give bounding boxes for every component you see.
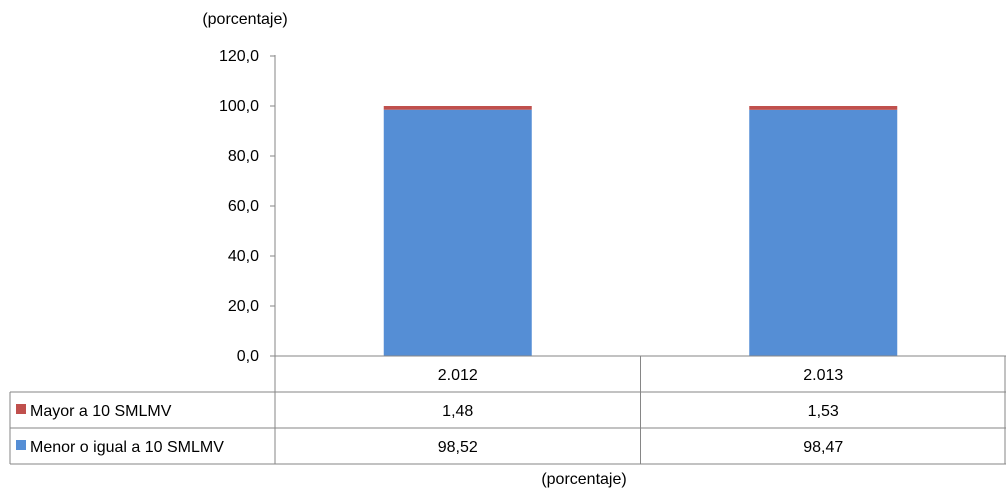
legend-swatch	[16, 440, 26, 450]
data-label: 1,53	[808, 403, 839, 420]
bar-menor-1	[749, 109, 898, 356]
y-tick-label: 60,0	[228, 198, 259, 215]
x-tick-label: 2.012	[438, 367, 478, 384]
y-tick-label: 0,0	[237, 348, 259, 365]
y-tick-label: 100,0	[219, 98, 259, 115]
y-tick-label: 80,0	[228, 148, 259, 165]
legend-swatch	[16, 404, 26, 414]
data-label: 98,52	[438, 439, 478, 456]
data-label: 98,47	[803, 439, 843, 456]
data-table: 2.012 2.013 Mayor a 10 SMLMV 1,48 1,53 Menor …	[9, 355, 1006, 465]
bar-menor-0	[383, 109, 532, 356]
legend-label: Mayor a 10 SMLMV	[30, 403, 172, 420]
bar-mayor-1	[749, 106, 898, 110]
bar-mayor-0	[383, 106, 532, 110]
y-axis: 0,0 20,0 40,0 60,0 80,0 100,0 120,0	[219, 48, 275, 365]
data-label: 1,48	[442, 403, 473, 420]
x-axis-label: (porcentaje)	[541, 471, 626, 488]
y-tick-label: 20,0	[228, 298, 259, 315]
y-tick-label: 120,0	[219, 48, 259, 65]
x-tick-label: 2.013	[803, 367, 843, 384]
bars	[383, 106, 898, 356]
y-tick-label: 40,0	[228, 248, 259, 265]
chart-title: (porcentaje)	[202, 11, 287, 28]
legend-label: Menor o igual a 10 SMLMV	[30, 439, 224, 456]
